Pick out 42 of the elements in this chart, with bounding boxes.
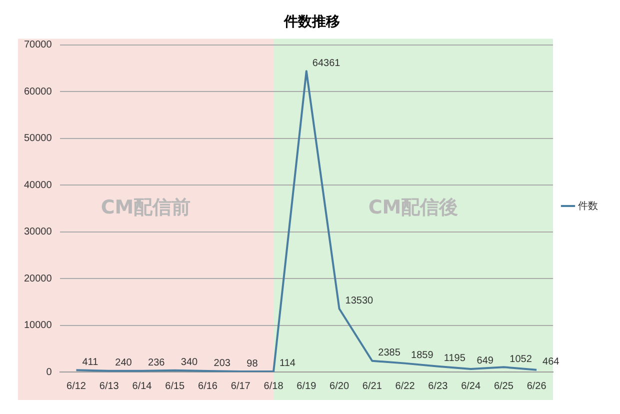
x-tick-label: 6/13 [99, 380, 120, 392]
x-tick-label: 6/22 [395, 380, 416, 392]
data-label: 1859 [411, 350, 434, 362]
data-label: 464 [542, 356, 560, 368]
data-label: 340 [180, 357, 198, 368]
y-tick-label: 0 [46, 366, 52, 378]
x-tick-label: 6/26 [526, 380, 547, 392]
x-tick-label: 6/16 [198, 380, 218, 392]
y-tick-label: 40000 [24, 180, 52, 191]
y-tick-label: 60000 [24, 86, 52, 98]
data-label: 13530 [345, 296, 374, 307]
chart-title: 件数推移 [283, 14, 340, 30]
y-tick-label: 30000 [24, 226, 52, 238]
x-tick-label: 6/14 [132, 380, 152, 392]
data-label: 1195 [444, 353, 466, 364]
x-tick-label: 6/21 [362, 380, 382, 392]
data-label: 240 [115, 358, 132, 369]
x-tick-label: 6/18 [264, 380, 284, 392]
band-label: CM配信前 [100, 196, 191, 218]
y-tick-label: 10000 [24, 320, 52, 332]
x-tick-label: 6/15 [165, 380, 186, 392]
legend-label: 件数 [578, 200, 598, 212]
x-tick-label: 6/23 [428, 380, 448, 392]
x-tick-label: 6/24 [461, 380, 481, 392]
y-tick-label: 20000 [24, 273, 52, 284]
data-label: 2385 [378, 348, 401, 359]
data-label: 236 [148, 358, 166, 369]
x-tick-label: 6/25 [494, 380, 514, 392]
data-label: 64361 [312, 58, 341, 69]
band-label: CM配信後 [368, 196, 458, 218]
data-label: 114 [280, 358, 296, 370]
data-label: 1052 [510, 354, 532, 365]
data-label: 649 [476, 356, 494, 367]
data-label: 98 [246, 358, 258, 370]
x-tick-label: 6/20 [330, 380, 350, 392]
data-label: 411 [82, 356, 99, 368]
x-tick-label: 6/12 [66, 380, 86, 392]
x-tick-label: 6/17 [230, 380, 251, 392]
y-tick-label: 50000 [24, 133, 52, 144]
x-tick-label: 6/19 [296, 380, 317, 392]
y-tick-label: 70000 [24, 40, 52, 51]
data-label: 203 [214, 358, 231, 369]
